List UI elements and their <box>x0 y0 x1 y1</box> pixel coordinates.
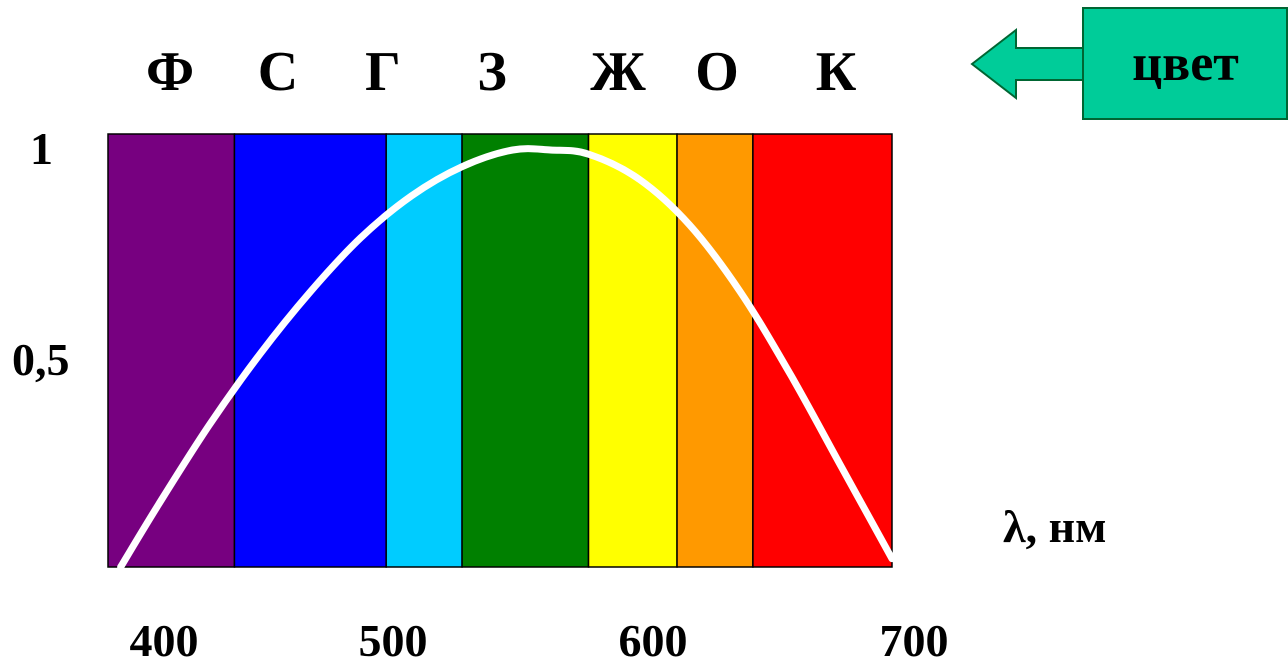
x-tick-label-400: 400 <box>129 615 199 666</box>
color-label-violet: Ф <box>145 41 195 103</box>
spectrum-band-4 <box>587 133 678 568</box>
sensitivity-curve-0 <box>117 145 896 571</box>
x-tick-label-500: 500 <box>358 615 428 666</box>
left-arrow-icon <box>970 27 1087 101</box>
color-label-cyan: Г <box>365 41 401 103</box>
y-tick-label-0.5: 0,5 <box>12 334 70 385</box>
y-tick-label-1: 1 <box>30 123 53 174</box>
color-label-blue: С <box>257 41 299 103</box>
callout-label: цвет <box>1132 35 1239 92</box>
color-label-orange: О <box>695 41 739 103</box>
spectrum-band-3 <box>461 133 590 568</box>
spectrum-band-5 <box>676 133 754 568</box>
callout-box <box>1082 7 1288 120</box>
x-tick-label-700: 700 <box>879 615 949 666</box>
color-label-green: З <box>477 41 507 103</box>
spectrum-band-0 <box>107 133 236 568</box>
x-axis-label: λ, нм <box>1003 501 1107 552</box>
x-tick-label-600: 600 <box>618 615 688 666</box>
color-label-yellow: Ж <box>590 41 646 103</box>
color-label-red: К <box>815 41 857 103</box>
